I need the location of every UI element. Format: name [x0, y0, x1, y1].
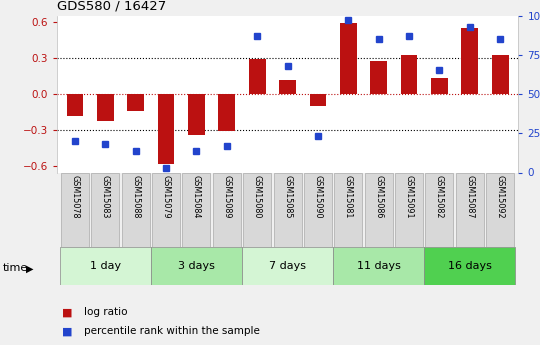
Text: ▶: ▶ [26, 264, 33, 273]
Text: percentile rank within the sample: percentile rank within the sample [84, 326, 260, 336]
Text: GSM15086: GSM15086 [374, 175, 383, 218]
Bar [151, 247, 242, 285]
Bar [152, 172, 180, 247]
Bar [127, 94, 144, 111]
Bar [183, 172, 211, 247]
Bar [492, 55, 509, 94]
Text: 11 days: 11 days [357, 261, 401, 271]
Text: ■: ■ [62, 307, 72, 317]
Bar [66, 94, 83, 116]
Text: GSM15078: GSM15078 [70, 175, 79, 218]
Text: GSM15082: GSM15082 [435, 175, 444, 218]
Bar [334, 172, 362, 247]
Text: GSM15091: GSM15091 [404, 175, 414, 218]
Text: ■: ■ [62, 326, 72, 336]
Bar [158, 94, 174, 164]
Text: GSM15080: GSM15080 [253, 175, 262, 218]
Bar [340, 23, 356, 94]
Bar [462, 28, 478, 94]
Text: GSM15088: GSM15088 [131, 175, 140, 218]
Bar [213, 172, 241, 247]
Text: 16 days: 16 days [448, 261, 492, 271]
Bar [249, 59, 266, 94]
Text: GSM15079: GSM15079 [161, 175, 171, 218]
Text: GSM15084: GSM15084 [192, 175, 201, 218]
Bar [97, 94, 113, 120]
Bar [60, 247, 151, 285]
Text: GSM15081: GSM15081 [344, 175, 353, 218]
Bar [91, 172, 119, 247]
Text: time: time [3, 264, 28, 273]
Text: 7 days: 7 days [269, 261, 306, 271]
Bar [370, 61, 387, 94]
Bar [333, 247, 424, 285]
Bar [364, 172, 393, 247]
Bar [424, 247, 515, 285]
Bar [456, 172, 484, 247]
Text: 3 days: 3 days [178, 261, 215, 271]
Text: GSM15090: GSM15090 [313, 175, 322, 218]
Text: GSM15083: GSM15083 [101, 175, 110, 218]
Bar [219, 94, 235, 131]
Bar [401, 55, 417, 94]
Bar [243, 172, 271, 247]
Bar [309, 94, 326, 106]
Bar [274, 172, 301, 247]
Text: GSM15092: GSM15092 [496, 175, 505, 218]
Bar [426, 172, 454, 247]
Bar [486, 172, 514, 247]
Bar [61, 172, 89, 247]
Bar [242, 247, 333, 285]
Bar [279, 79, 296, 94]
Text: GSM15089: GSM15089 [222, 175, 231, 218]
Text: GSM15087: GSM15087 [465, 175, 474, 218]
Bar [188, 94, 205, 135]
Text: 1 day: 1 day [90, 261, 121, 271]
Text: log ratio: log ratio [84, 307, 127, 317]
Text: GSM15085: GSM15085 [283, 175, 292, 218]
Bar [304, 172, 332, 247]
Bar [122, 172, 150, 247]
Bar [431, 78, 448, 94]
Text: GDS580 / 16427: GDS580 / 16427 [57, 0, 166, 13]
Bar [395, 172, 423, 247]
